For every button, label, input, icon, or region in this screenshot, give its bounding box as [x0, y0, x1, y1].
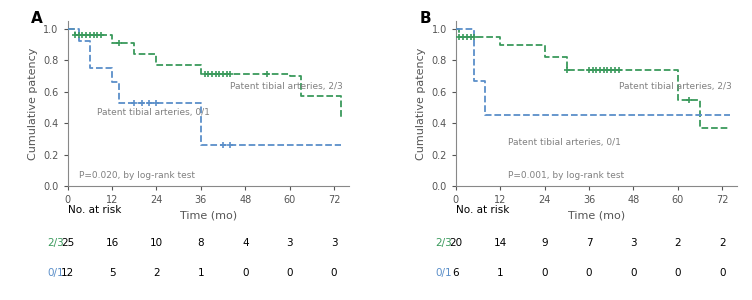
Text: B: B [419, 11, 431, 26]
Y-axis label: Cumulative patency: Cumulative patency [416, 47, 426, 160]
Text: 0: 0 [675, 268, 681, 278]
Text: 5: 5 [109, 268, 115, 278]
Text: 2/3: 2/3 [47, 238, 64, 248]
Text: 0: 0 [242, 268, 249, 278]
Text: 16: 16 [105, 238, 119, 248]
Text: Patent tibial arteries, 0/1: Patent tibial arteries, 0/1 [508, 137, 620, 146]
Text: 2: 2 [675, 238, 681, 248]
Text: 20: 20 [449, 238, 462, 248]
Text: 14: 14 [493, 238, 507, 248]
Text: 0: 0 [541, 268, 547, 278]
Text: 2/3: 2/3 [435, 238, 452, 248]
Text: Patent tibial arteries, 2/3: Patent tibial arteries, 2/3 [619, 82, 731, 91]
Text: 2: 2 [719, 238, 726, 248]
Text: 2: 2 [153, 268, 159, 278]
Text: 6: 6 [453, 268, 459, 278]
X-axis label: Time (mo): Time (mo) [180, 211, 237, 220]
Text: 0/1: 0/1 [435, 268, 452, 278]
Text: 0: 0 [719, 268, 726, 278]
Text: 0: 0 [630, 268, 637, 278]
Text: 3: 3 [331, 238, 338, 248]
Text: 8: 8 [198, 238, 205, 248]
Text: 0: 0 [287, 268, 293, 278]
Text: No. at risk: No. at risk [68, 205, 121, 215]
Text: P=0.001, by log-rank test: P=0.001, by log-rank test [508, 170, 623, 179]
X-axis label: Time (mo): Time (mo) [568, 211, 625, 220]
Text: 3: 3 [287, 238, 293, 248]
Text: 3: 3 [630, 238, 637, 248]
Text: Patent tibial arteries, 2/3: Patent tibial arteries, 2/3 [230, 82, 343, 91]
Text: 1: 1 [497, 268, 504, 278]
Text: 0: 0 [586, 268, 593, 278]
Text: 7: 7 [586, 238, 593, 248]
Text: 10: 10 [150, 238, 163, 248]
Text: 0: 0 [331, 268, 338, 278]
Text: 1: 1 [198, 268, 205, 278]
Text: 0/1: 0/1 [47, 268, 64, 278]
Text: 12: 12 [61, 268, 74, 278]
Text: 4: 4 [242, 238, 249, 248]
Y-axis label: Cumulative patency: Cumulative patency [28, 47, 38, 160]
Text: No. at risk: No. at risk [456, 205, 509, 215]
Text: 25: 25 [61, 238, 74, 248]
Text: A: A [31, 11, 43, 26]
Text: P=0.020, by log-rank test: P=0.020, by log-rank test [79, 170, 195, 179]
Text: Patent tibial arteries, 0/1: Patent tibial arteries, 0/1 [97, 108, 210, 117]
Text: 9: 9 [541, 238, 548, 248]
